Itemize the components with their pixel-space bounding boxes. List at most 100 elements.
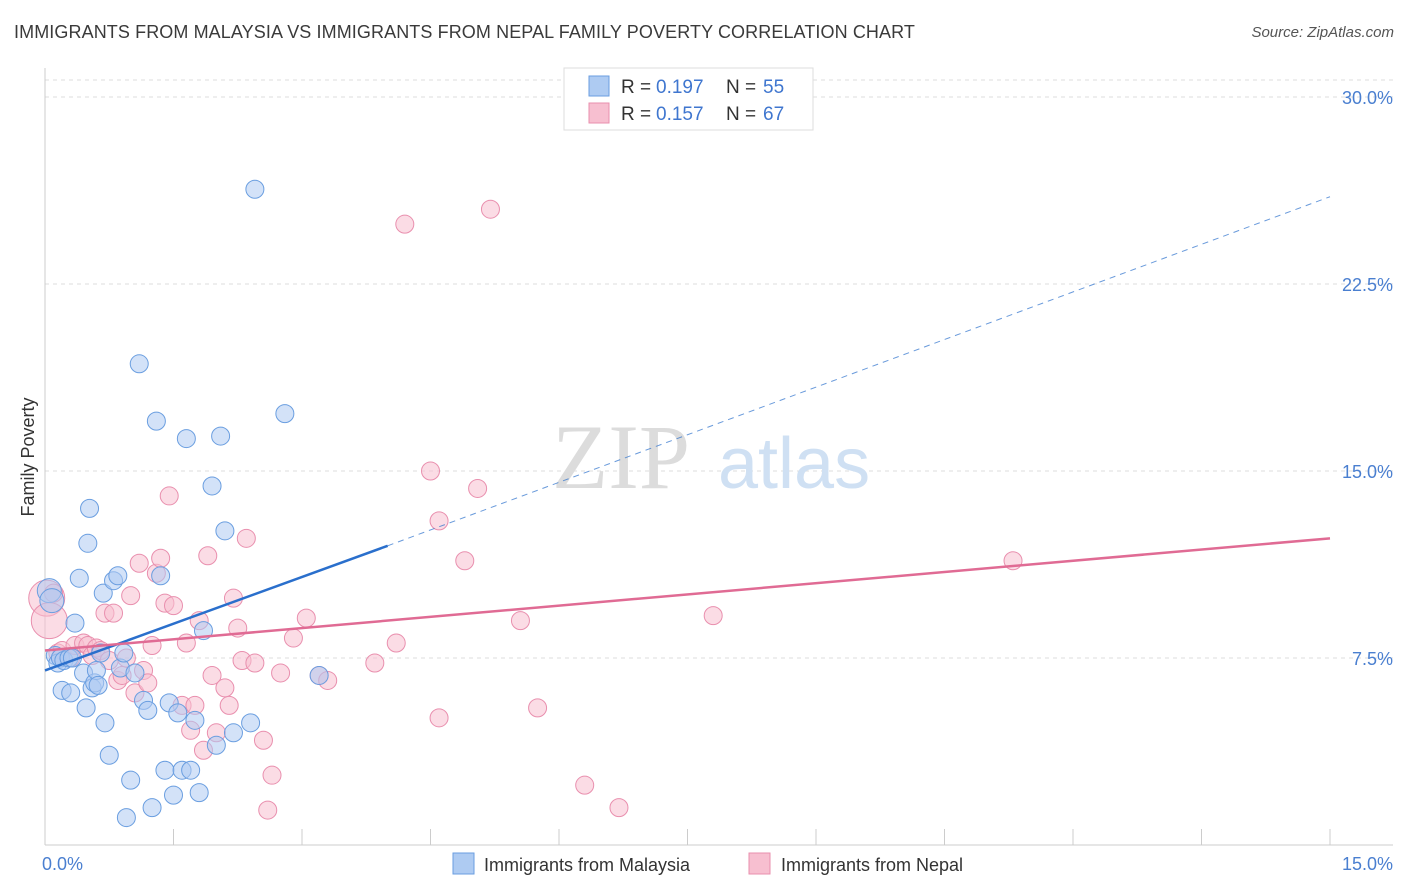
malaysia-point: [146, 411, 166, 431]
trend-lines: [44, 196, 1331, 672]
malaysia-trend-extension: [387, 196, 1331, 547]
malaysia-point: [142, 798, 162, 818]
nepal-point: [609, 798, 629, 818]
y-tick-label: 30.0%: [1342, 88, 1393, 108]
nepal-point: [258, 800, 278, 820]
chart-title: IMMIGRANTS FROM MALAYSIA VS IMMIGRANTS F…: [14, 22, 916, 42]
nepal-point: [421, 461, 440, 481]
malaysia-point: [223, 723, 243, 743]
nepal-point: [202, 665, 222, 685]
malaysia-point: [181, 760, 201, 780]
y-tick-label: 15.0%: [1342, 462, 1393, 482]
nepal-point: [468, 478, 488, 498]
malaysia-point: [202, 476, 222, 496]
nepal-point: [296, 608, 316, 628]
legend-box: R = 0.197 N = 55 R = 0.157 N = 67: [563, 67, 814, 131]
y-axis-label: Family Poverty: [18, 397, 38, 516]
bottom-legend-swatch-nepal: [748, 852, 771, 875]
malaysia-point: [61, 683, 81, 703]
legend-n-value-malaysia: 55: [763, 77, 784, 98]
malaysia-point: [309, 665, 329, 685]
legend-swatch-nepal: [588, 102, 610, 124]
nepal-point: [245, 653, 265, 673]
nepal-point: [219, 695, 239, 715]
nepal-point: [215, 678, 235, 698]
legend-n-label-nepal: N =: [726, 104, 756, 125]
malaysia-point: [185, 710, 205, 730]
nepal-point: [271, 663, 291, 683]
nepal-point: [262, 765, 282, 785]
watermark-zip: ZIP: [552, 406, 690, 508]
watermark: ZIP atlas: [552, 406, 870, 508]
x-tick-label: 0.0%: [42, 854, 83, 874]
x-tick-label: 15.0%: [1342, 854, 1393, 874]
malaysia-point: [78, 533, 98, 553]
y-tick-label: 7.5%: [1352, 649, 1393, 669]
bottom-legend: Immigrants from Malaysia Immigrants from…: [452, 852, 963, 875]
nepal-point: [395, 214, 415, 234]
malaysia-point: [121, 770, 141, 790]
malaysia-point: [65, 613, 85, 633]
y-tick-label: 22.5%: [1342, 275, 1393, 295]
malaysia-point: [155, 760, 175, 780]
nepal-point: [283, 628, 303, 648]
malaysia-point: [80, 498, 100, 518]
malaysia-point: [95, 713, 115, 733]
legend-n-label-malaysia: N =: [726, 77, 756, 98]
malaysia-point: [108, 566, 128, 586]
nepal-point: [429, 708, 449, 728]
malaysia-point: [164, 785, 183, 805]
nepal-point: [104, 603, 124, 623]
legend-r-label-nepal: R =: [621, 104, 651, 125]
nepal-point: [703, 606, 723, 626]
nepal-point: [198, 546, 218, 566]
malaysia-point: [168, 703, 188, 723]
bottom-legend-label-malaysia: Immigrants from Malaysia: [484, 855, 691, 875]
malaysia-point: [116, 808, 136, 828]
nepal-point: [480, 199, 500, 219]
nepal-trend-line: [44, 537, 1331, 652]
nepal-point: [236, 528, 256, 548]
legend-n-value-nepal: 67: [763, 104, 784, 125]
watermark-atlas: atlas: [718, 424, 870, 504]
nepal-point: [575, 775, 595, 795]
malaysia-point: [125, 663, 145, 683]
nepal-point: [159, 486, 179, 506]
nepal-point: [365, 653, 385, 673]
malaysia-point: [129, 354, 149, 374]
nepal-point: [151, 548, 171, 568]
malaysia-point: [206, 735, 226, 755]
nepal-point: [429, 511, 449, 531]
nepal-point: [142, 636, 162, 656]
malaysia-point: [211, 426, 231, 446]
malaysia-point: [245, 179, 265, 199]
nepal-point: [455, 551, 475, 571]
malaysia-point: [69, 568, 89, 588]
nepal-points: [28, 199, 1023, 820]
nepal-point: [164, 596, 183, 616]
source-label: Source: ZipAtlas.com: [1251, 24, 1394, 41]
nepal-point: [528, 698, 548, 718]
bottom-legend-label-nepal: Immigrants from Nepal: [781, 855, 963, 875]
legend-r-label-malaysia: R =: [621, 77, 651, 98]
malaysia-point: [241, 713, 261, 733]
nepal-point: [386, 633, 406, 653]
legend-swatch-malaysia: [588, 75, 610, 97]
malaysia-point: [275, 404, 295, 424]
axes: 7.5% 15.0% 22.5% 30.0% 0.0% 15.0%: [42, 68, 1393, 874]
legend-r-value-nepal: 0.157: [656, 104, 704, 125]
malaysia-point: [76, 698, 96, 718]
nepal-point: [510, 611, 530, 631]
legend-r-value-malaysia: 0.197: [656, 77, 704, 98]
malaysia-point: [215, 521, 235, 541]
malaysia-point: [114, 643, 134, 663]
malaysia-trend-line: [44, 544, 389, 672]
malaysia-point: [39, 588, 65, 614]
malaysia-point: [99, 745, 119, 765]
malaysia-point: [88, 675, 108, 695]
nepal-point: [253, 730, 273, 750]
nepal-point: [129, 553, 149, 573]
malaysia-point: [189, 783, 209, 803]
gridlines: [45, 79, 1393, 659]
